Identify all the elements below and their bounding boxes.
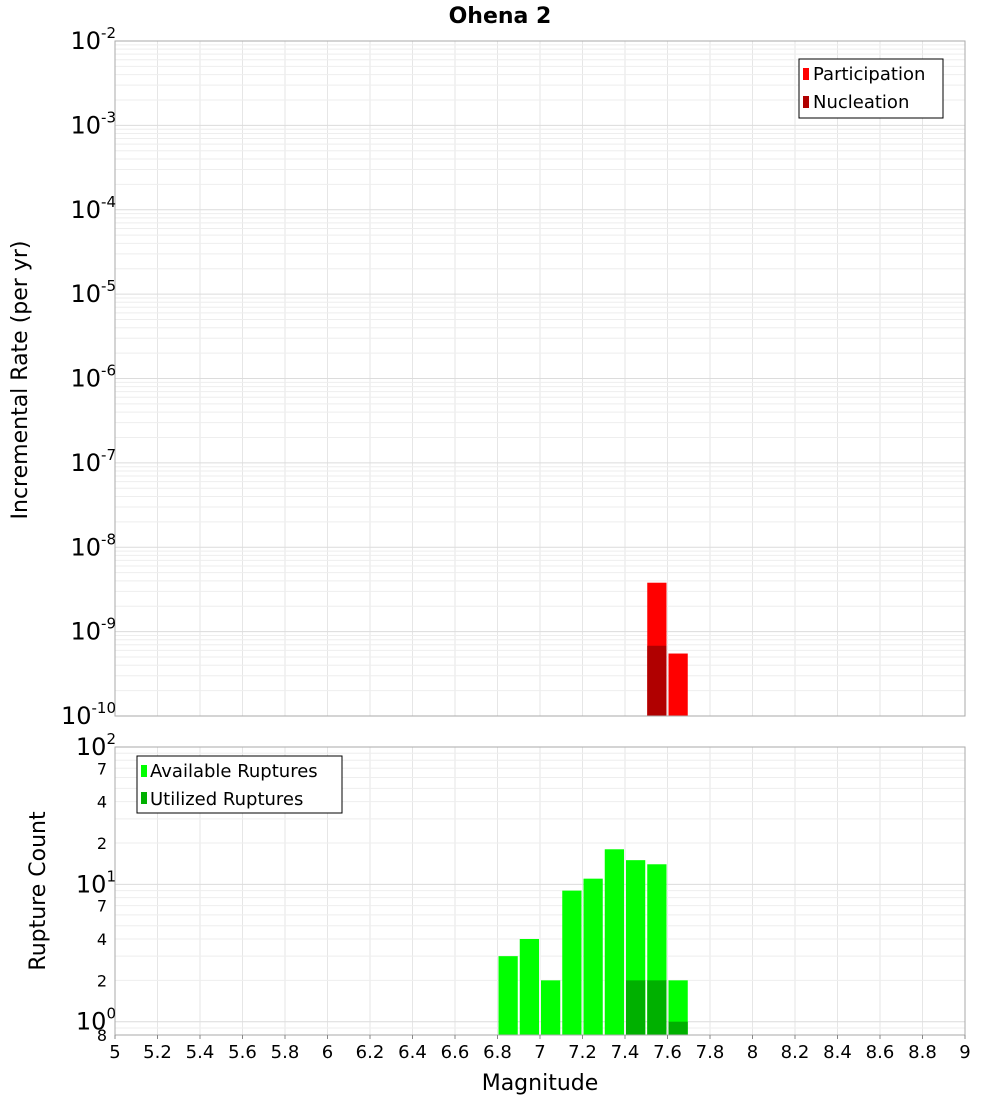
x-tick-label: 8 bbox=[747, 1042, 758, 1063]
bottom-bars bbox=[498, 849, 688, 1035]
top-y-tick-label: 10-6 bbox=[70, 362, 116, 393]
x-tick-label: 5.8 bbox=[271, 1042, 300, 1063]
bottom-bar-available-ruptures-8 bbox=[668, 980, 688, 1035]
top-y-tick-label: 10-8 bbox=[70, 530, 116, 561]
bottom-bar-utilized-ruptures-2 bbox=[668, 1021, 688, 1035]
chart-title: Ohena 2 bbox=[449, 4, 552, 29]
top-y-tick-label: 10-5 bbox=[70, 277, 116, 308]
legend-swatch-participation bbox=[803, 68, 809, 80]
bottom-bar-available-ruptures-2 bbox=[541, 980, 561, 1035]
legend-swatch-utilized bbox=[141, 792, 147, 804]
legend-label-participation: Participation bbox=[813, 64, 925, 85]
top-y-tick-label: 10-2 bbox=[70, 24, 116, 55]
x-axis-label: Magnitude bbox=[482, 1071, 599, 1096]
bottom-y-axis-label: Rupture Count bbox=[26, 811, 51, 971]
x-tick-label: 6.2 bbox=[356, 1042, 385, 1063]
x-tick-label: 7.2 bbox=[568, 1042, 597, 1063]
bottom-y-major-tick-label: 100 bbox=[76, 1005, 116, 1036]
bottom-y-major-tick-label: 101 bbox=[76, 867, 116, 898]
bottom-y-major-tick-label: 102 bbox=[76, 730, 116, 761]
x-tick-label: 6 bbox=[322, 1042, 333, 1063]
bottom-gridlines bbox=[114, 746, 966, 1036]
legend-label-available: Available Ruptures bbox=[150, 761, 318, 782]
top-y-axis-label: Incremental Rate (per yr) bbox=[8, 241, 33, 520]
bottom-y-minor-tick-label: 8 bbox=[97, 1026, 107, 1045]
top-gridlines bbox=[114, 41, 966, 717]
top-y-tick-label: 10-10 bbox=[61, 699, 116, 730]
bottom-y-minor-tick-label: 7 bbox=[97, 897, 107, 916]
top-bars bbox=[647, 582, 688, 716]
top-bar-nucleation-0 bbox=[647, 645, 667, 716]
x-tick-label: 8.2 bbox=[781, 1042, 810, 1063]
x-tick-label: 7.8 bbox=[696, 1042, 725, 1063]
top-y-tick-label: 10-3 bbox=[70, 108, 116, 139]
bottom-y-minor-tick-label: 4 bbox=[97, 930, 107, 949]
bottom-bar-available-ruptures-0 bbox=[498, 956, 518, 1035]
bottom-y-minor-tick-label: 4 bbox=[97, 793, 107, 812]
bottom-bar-available-ruptures-5 bbox=[604, 849, 624, 1035]
top-bar-participation-1 bbox=[668, 653, 688, 716]
bottom-bar-available-ruptures-3 bbox=[562, 890, 582, 1035]
x-tick-label: 7.6 bbox=[653, 1042, 682, 1063]
bottom-y-minor-tick-label: 7 bbox=[97, 759, 107, 778]
top-plot-frame bbox=[114, 40, 966, 717]
bottom-y-minor-tick-label: 2 bbox=[97, 834, 107, 853]
legend-swatch-nucleation bbox=[803, 96, 809, 108]
top-y-tick-labels: 10-10 10-9 10-8 10-7 10-6 10-5 10-4 10-3 10-2 bbox=[61, 24, 116, 730]
bottom-bar-utilized-ruptures-1 bbox=[647, 980, 667, 1035]
top-y-tick-label: 10-7 bbox=[70, 446, 116, 477]
bottom-bar-available-ruptures-4 bbox=[583, 878, 603, 1035]
x-tick-labels: 5 5.2 5.4 5.6 5.8 6 6.2 6.4 6.6 6.8 7 7.2 7.4 7.6 7.8 8… bbox=[109, 1035, 971, 1063]
x-tick-label: 7 bbox=[534, 1042, 545, 1063]
legend-label-nucleation: Nucleation bbox=[813, 92, 909, 113]
x-tick-label: 6.4 bbox=[398, 1042, 427, 1063]
x-tick-label: 5.4 bbox=[186, 1042, 215, 1063]
legend-label-utilized: Utilized Ruptures bbox=[150, 789, 303, 810]
top-y-tick-label: 10-9 bbox=[70, 615, 116, 646]
x-tick-label: 5 bbox=[109, 1042, 120, 1063]
bottom-bar-available-ruptures-1 bbox=[519, 939, 539, 1035]
x-tick-label: 7.4 bbox=[611, 1042, 640, 1063]
x-tick-label: 9 bbox=[959, 1042, 970, 1063]
legend-swatch-available bbox=[141, 765, 147, 777]
bottom-y-minor-tick-label: 2 bbox=[97, 971, 107, 990]
bottom-legend: Available Ruptures Utilized Ruptures bbox=[136, 755, 343, 814]
x-tick-label: 5.2 bbox=[143, 1042, 172, 1063]
top-legend: Participation Nucleation bbox=[798, 58, 944, 119]
x-tick-label: 8.6 bbox=[866, 1042, 895, 1063]
x-tick-label: 8.8 bbox=[908, 1042, 937, 1063]
top-y-tick-label: 10-4 bbox=[70, 193, 116, 224]
bottom-bar-utilized-ruptures-0 bbox=[626, 980, 646, 1035]
bottom-y-tick-labels: 100 101 102 8 2 4 7 2 4 7 bbox=[76, 730, 116, 1045]
x-tick-label: 6.6 bbox=[441, 1042, 470, 1063]
x-tick-label: 5.6 bbox=[228, 1042, 257, 1063]
x-tick-label: 8.4 bbox=[823, 1042, 852, 1063]
x-tick-label: 6.8 bbox=[483, 1042, 512, 1063]
